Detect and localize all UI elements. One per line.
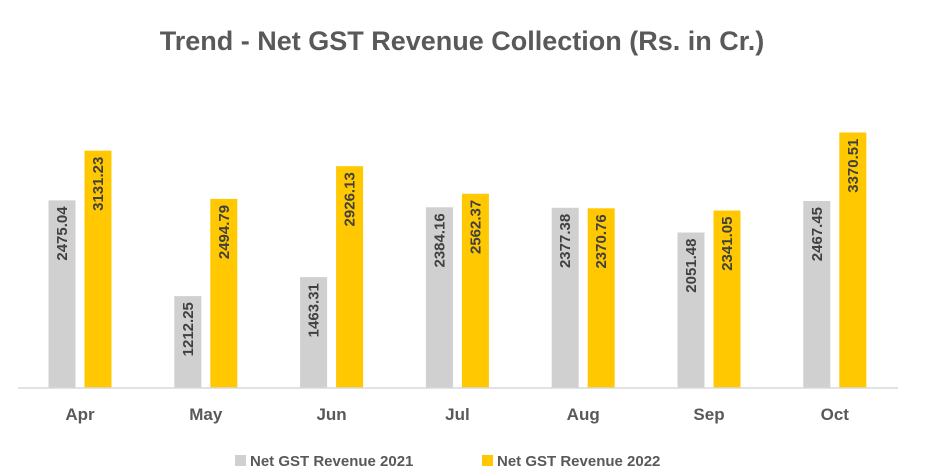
- x-tick-label: Jun: [316, 405, 346, 424]
- bar-jul-1: [425, 207, 453, 388]
- x-tick-label: Apr: [65, 405, 95, 424]
- bar-apr-1: [48, 200, 76, 388]
- data-label: 3370.51: [845, 139, 862, 193]
- x-tick-label: Sep: [693, 405, 724, 424]
- bar-jun-1: [300, 277, 328, 388]
- data-label: 2341.05: [719, 217, 736, 271]
- x-tick-label: Oct: [821, 405, 850, 424]
- data-label: 2467.45: [809, 207, 826, 261]
- bar-oct-1: [803, 200, 831, 388]
- legend-swatch: [235, 455, 246, 466]
- data-label: 2370.76: [593, 214, 610, 268]
- bar-apr-2: [84, 150, 112, 388]
- data-label: 2475.04: [54, 206, 71, 261]
- x-tick-label: May: [189, 405, 223, 424]
- bar-jun-2: [336, 166, 364, 388]
- bar-oct-2: [839, 132, 867, 388]
- bar-may-2: [210, 198, 238, 388]
- data-label: 2926.13: [342, 172, 359, 226]
- data-label: 1212.25: [180, 302, 197, 356]
- data-label: 2051.48: [683, 238, 700, 292]
- data-label: 3131.23: [90, 157, 107, 211]
- legend-label: Net GST Revenue 2022: [497, 453, 660, 470]
- data-label: 2494.79: [216, 205, 233, 259]
- bar-sep-2: [713, 210, 741, 388]
- legend-label: Net GST Revenue 2021: [250, 453, 413, 470]
- chart-title: Trend - Net GST Revenue Collection (Rs. …: [160, 26, 765, 56]
- bar-sep-1: [677, 232, 705, 388]
- bar-aug-1: [551, 207, 579, 388]
- x-tick-label: Jul: [445, 405, 470, 424]
- data-label: 2562.37: [467, 200, 484, 254]
- data-label: 2377.38: [557, 214, 574, 268]
- legend-swatch: [482, 455, 493, 466]
- x-tick-label: Aug: [567, 405, 600, 424]
- bar-jul-2: [461, 193, 489, 388]
- bar-may-1: [174, 296, 202, 388]
- bar-aug-2: [587, 208, 615, 388]
- data-label: 2384.16: [431, 213, 448, 267]
- data-label: 1463.31: [306, 283, 323, 337]
